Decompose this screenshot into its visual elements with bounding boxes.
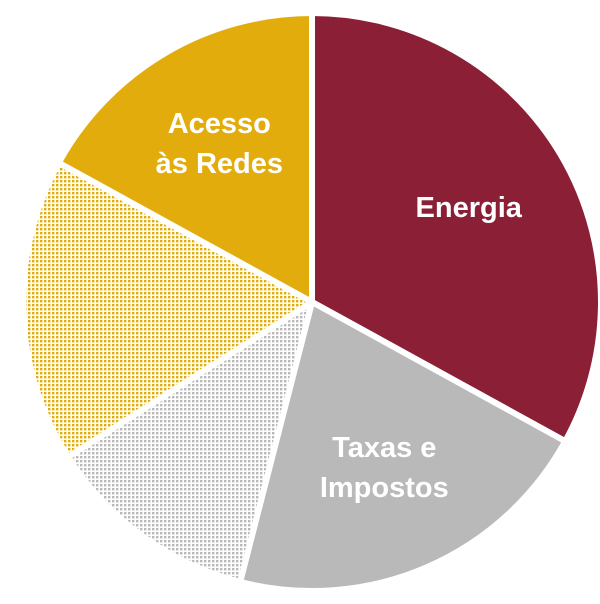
pie-slice: [237, 299, 569, 594]
slice-label: Acesso: [168, 108, 271, 140]
slice-label: Taxas e: [332, 432, 436, 464]
pie-slice: [55, 10, 315, 305]
slice-label: Impostos: [320, 472, 449, 504]
pie-slice: [309, 10, 600, 445]
pie-slice: [20, 159, 315, 460]
slice-label: Energia: [416, 192, 523, 224]
pie-slice: [64, 299, 315, 585]
slice-label: às Redes: [156, 148, 283, 180]
